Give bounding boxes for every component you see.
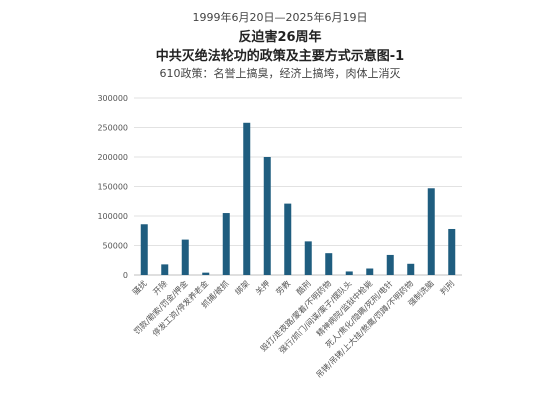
date-range: 1999年6月20日—2025年6月19日 — [192, 11, 368, 24]
bar — [304, 241, 312, 275]
bar — [140, 224, 148, 275]
x-category-label: 绑架 — [233, 278, 251, 296]
bar — [202, 272, 210, 275]
bar — [448, 228, 456, 275]
chart-panel — [90, 0, 470, 400]
bar — [427, 188, 435, 275]
x-category-label: 酷刑 — [294, 278, 312, 296]
bar — [366, 268, 374, 275]
y-tick-label: 250000 — [97, 124, 128, 133]
x-category-label: 关押 — [253, 278, 271, 296]
y-tick-label: 50000 — [103, 242, 128, 251]
chart-title-line1: 反迫害26周年 — [238, 30, 322, 45]
y-tick-label: 300000 — [97, 94, 128, 103]
bar — [222, 213, 230, 275]
bar — [407, 263, 415, 275]
chart-subtitle: 610政策：名誉上搞臭，经济上搞垮，肉体上消灭 — [159, 67, 401, 80]
chart-title-line2: 中共灭绝法轮功的政策及主要方式示意图-1 — [155, 49, 405, 64]
y-tick-label: 150000 — [97, 183, 128, 192]
bar — [386, 254, 394, 275]
y-tick-label: 200000 — [97, 153, 128, 162]
x-category-label: 判刑 — [438, 278, 456, 296]
y-tick-label: 0 — [123, 271, 128, 280]
bar — [161, 264, 169, 275]
bar — [345, 271, 353, 275]
bar — [243, 122, 251, 275]
bar — [263, 157, 271, 275]
y-tick-label: 100000 — [97, 212, 128, 221]
x-category-label: 骚扰 — [130, 278, 148, 296]
x-category-label: 劳教 — [274, 278, 292, 296]
bar — [284, 203, 292, 275]
bar — [325, 253, 333, 275]
x-category-label: 开除 — [151, 278, 169, 296]
bar — [181, 239, 189, 275]
